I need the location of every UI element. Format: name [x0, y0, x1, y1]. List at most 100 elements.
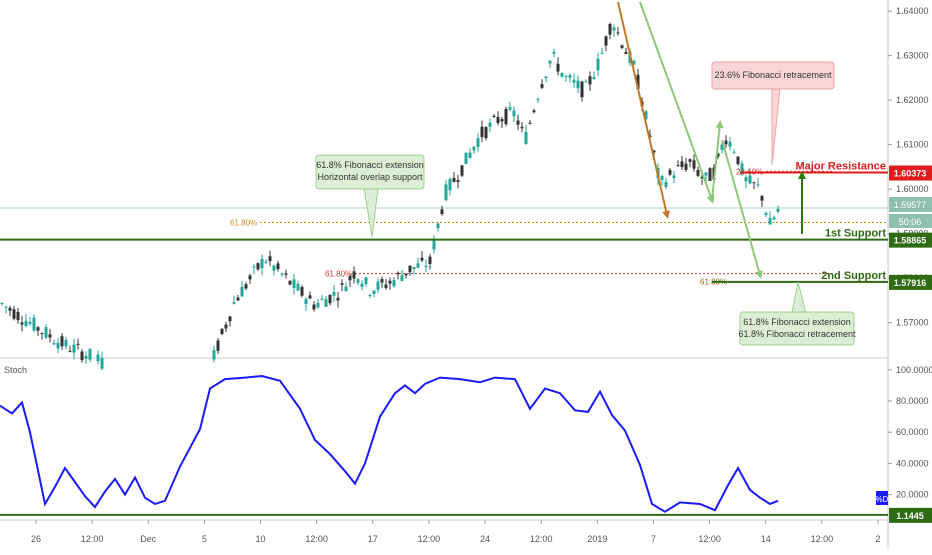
candle-body — [504, 108, 508, 125]
candle-body — [468, 152, 472, 158]
candle-body — [720, 144, 724, 150]
candle-body — [456, 180, 460, 183]
candle-body — [764, 212, 768, 215]
candle-body — [612, 27, 616, 31]
candle-body — [96, 354, 100, 362]
candle-body — [680, 161, 684, 168]
stoch-tick-label: 100.0000 — [896, 365, 932, 375]
candle-body — [428, 256, 432, 264]
candle-body — [636, 74, 640, 90]
candle-body — [72, 344, 76, 353]
candle-body — [492, 115, 496, 117]
candle-body — [756, 184, 760, 186]
current-price-marker[interactable]: 1.59577 50:06 — [889, 197, 932, 228]
candle-body — [44, 327, 48, 338]
candle-body — [360, 283, 364, 287]
support1-callout-line2: Horizontal overlap support — [317, 172, 423, 182]
candle-body — [500, 119, 504, 122]
level-price-box — [889, 232, 932, 248]
candle-body — [520, 126, 524, 129]
trend-arrow-down — [639, 1, 715, 204]
candle-body — [760, 195, 764, 201]
candle-body — [284, 273, 288, 275]
candle-body — [316, 302, 320, 308]
candle-body — [408, 265, 412, 273]
candle-body — [684, 163, 688, 170]
candle-body — [616, 32, 620, 34]
candle-body — [304, 299, 308, 305]
candle-body — [548, 60, 552, 64]
candle-body — [748, 175, 752, 184]
stoch-tick-label: 40.0000 — [896, 458, 929, 468]
candle-body — [272, 265, 276, 271]
candle-body — [268, 256, 272, 262]
candle-body — [588, 76, 592, 85]
candle-body — [752, 182, 756, 184]
candle-body — [276, 263, 280, 270]
time-tick-label: 2 — [875, 534, 880, 544]
candle-body — [488, 122, 492, 127]
time-tick-label: 14 — [761, 534, 771, 544]
candle-body — [524, 132, 528, 144]
candle-body — [596, 58, 600, 71]
candle-body — [260, 258, 264, 269]
support1-callout-line1: 61.8% Fibonacci extension — [316, 160, 424, 170]
candle-body — [244, 284, 248, 289]
stoch-axis[interactable]: 100.0000 80.0000 60.0000 40.0000 20.0000 — [888, 365, 932, 500]
candle-body — [12, 309, 16, 319]
candle-body — [368, 294, 372, 296]
candle-body — [296, 283, 300, 291]
candle-body — [376, 281, 380, 290]
candle-body — [528, 122, 532, 124]
time-tick-label: 12:00 — [81, 534, 104, 544]
candle-body — [676, 165, 680, 167]
support2-callout: 61.8% Fibonacci extension 61.8% Fibonacc… — [738, 281, 856, 346]
time-tick-label: 7 — [651, 534, 656, 544]
candle-body — [672, 175, 676, 178]
candle-body — [264, 261, 268, 263]
candle-body — [352, 271, 356, 279]
time-tick-label: Dec — [140, 534, 157, 544]
time-tick-label: 24 — [480, 534, 490, 544]
candle-body — [480, 126, 484, 138]
candle-body — [540, 84, 544, 88]
candle-body — [536, 99, 540, 101]
time-tick-label: 5 — [202, 534, 207, 544]
candle-body — [88, 348, 92, 360]
fib-label: 61.80% — [230, 219, 257, 228]
down-projection-arrow — [617, 1, 671, 219]
candle-body — [328, 294, 332, 304]
candle-body — [440, 209, 444, 214]
candle-body — [724, 140, 728, 145]
candle-body — [256, 263, 260, 270]
level-price-value: 1.58865 — [894, 236, 927, 246]
candle-body — [688, 159, 692, 162]
candle-body — [644, 111, 648, 120]
candle-body — [484, 127, 488, 139]
candle-body — [68, 350, 72, 352]
candle-body — [412, 267, 416, 269]
countdown-timer: 50:06 — [899, 217, 922, 227]
candle-body — [696, 169, 700, 176]
stoch-tick-label: 60.0000 — [896, 427, 929, 437]
time-axis[interactable]: 26 12:00 Dec 5 10 12:00 17 12:00 24 12:00 2019 7 12:… — [31, 520, 881, 544]
candle-body — [704, 172, 708, 176]
candle-body — [432, 239, 436, 250]
stoch-label: Stoch — [4, 365, 27, 375]
price-tick-label: 1.60000 — [896, 184, 929, 194]
candle-body — [20, 322, 24, 325]
level-price-box — [889, 165, 932, 181]
price-tick-label: 1.57000 — [896, 318, 929, 328]
stoch-level-box — [889, 507, 932, 523]
candle-body — [224, 324, 228, 329]
candle-body — [648, 135, 652, 138]
candle-body — [708, 168, 712, 181]
candle-body — [288, 280, 292, 285]
current-price-value: 1.59577 — [894, 200, 927, 210]
time-tick-label: 17 — [368, 534, 378, 544]
candle-body — [568, 75, 572, 78]
level-name: 1st Support — [825, 228, 886, 240]
level-name: Major Resistance — [796, 161, 886, 173]
